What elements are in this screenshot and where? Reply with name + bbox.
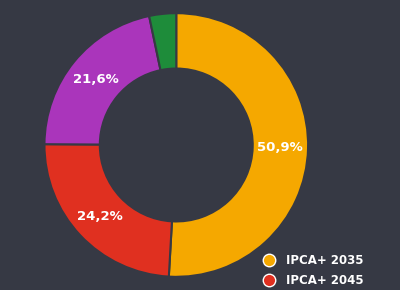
Wedge shape	[44, 16, 160, 144]
Text: 24,2%: 24,2%	[78, 210, 123, 223]
Text: 21,6%: 21,6%	[73, 72, 118, 86]
Text: 50,9%: 50,9%	[258, 142, 303, 155]
Legend: IPCA+ 2035, IPCA+ 2045, IPCA+ 2024, SELIC 2023: IPCA+ 2035, IPCA+ 2045, IPCA+ 2024, SELI…	[253, 251, 368, 290]
Wedge shape	[169, 13, 308, 277]
Wedge shape	[149, 13, 176, 70]
Wedge shape	[44, 144, 172, 277]
